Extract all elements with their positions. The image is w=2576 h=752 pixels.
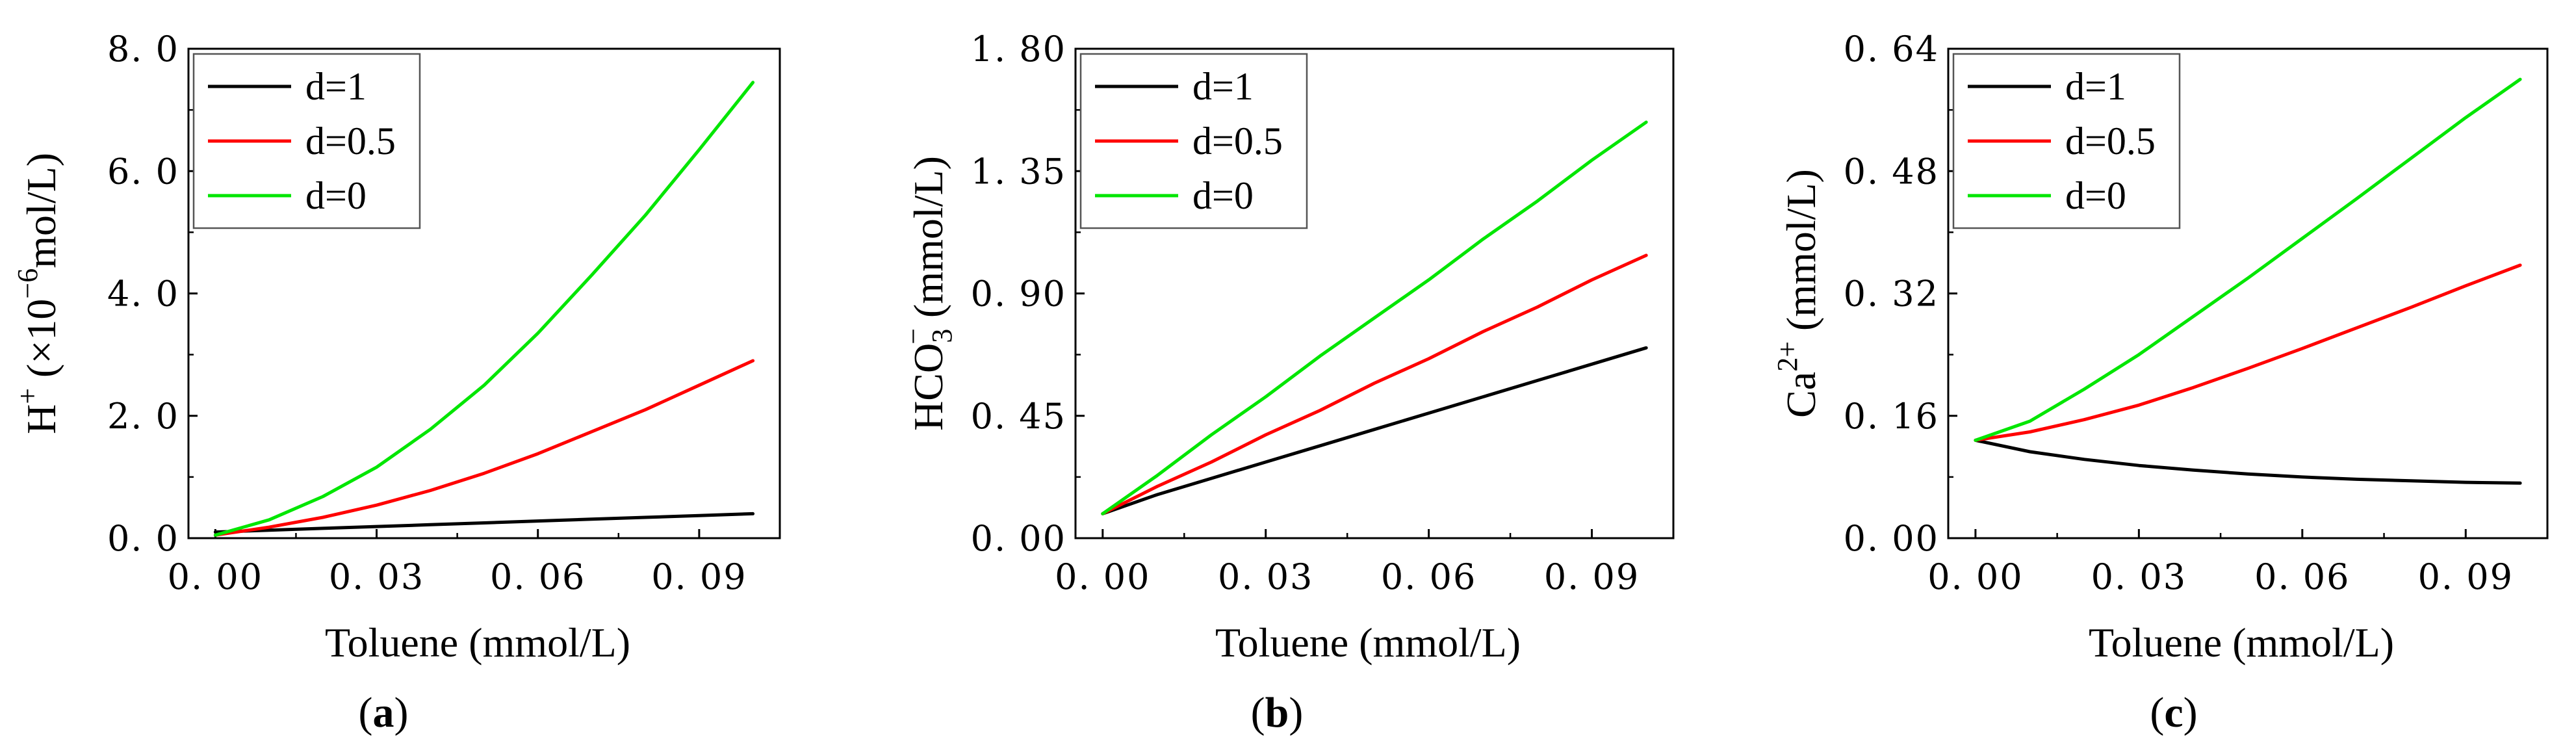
y-title-base: HCO [905, 343, 951, 431]
x-tick-label: 0. 09 [1544, 556, 1640, 597]
y-title-rest: (mmol/L) [905, 156, 951, 328]
y-tick-label: 0. 45 [971, 396, 1066, 437]
y-title-sub: 3 [926, 329, 958, 343]
x-axis-title: Toluene (mmol/L) [325, 619, 630, 666]
series-line-d-1 [213, 512, 755, 534]
y-tick-label: 0. 0 [107, 518, 179, 559]
y-title-base: H [18, 404, 64, 434]
y-tick-label: 1. 80 [971, 29, 1066, 70]
y-tick-label: 0. 00 [1844, 518, 1939, 559]
chart-panel-b: 0. 00 0. 45 0. 90 1. 35 1. 80 0. 00 0. 03 0. 06… [897, 29, 1675, 736]
x-tick-label: 0. 06 [2254, 556, 2350, 597]
panel-label: (a) [359, 689, 409, 736]
y-tick-label: 0. 48 [1844, 151, 1939, 192]
legend-entry: d=0.5 [1192, 120, 1283, 162]
y-tick-label: 4. 0 [107, 274, 179, 315]
x-tick-label: 0. 00 [168, 556, 263, 597]
series-line-d-0 [213, 81, 755, 537]
y-axis-title: HCO3− (mmol/L) [897, 156, 958, 431]
chart-panel-c: 0. 00 0. 16 0. 32 0. 48 0. 64 0. 00 0. 03 0. 06… [1771, 29, 2549, 736]
panel-label-close: ) [2183, 689, 2198, 736]
panel-label-open: ( [359, 689, 373, 736]
panel-label-letter: c [2164, 689, 2183, 736]
x-tick-label: 0. 00 [1927, 556, 2023, 597]
panel-label-letter: a [373, 689, 394, 736]
y-tick-label: 6. 0 [107, 151, 179, 192]
y-tick-label: 0. 90 [971, 274, 1066, 315]
panel-label: (c) [2150, 689, 2197, 736]
x-tick-label: 0. 06 [1381, 556, 1476, 597]
y-axis-title: Ca2+ (mmol/L) [1771, 169, 1824, 418]
legend-entry: d=0.5 [2065, 120, 2156, 162]
legend-entry: d=1 [1192, 65, 1254, 108]
y-tick-label: 0. 16 [1844, 396, 1939, 437]
x-axis-title: Toluene (mmol/L) [2089, 619, 2394, 666]
y-title-sup: 2+ [1771, 341, 1803, 372]
panel-label-close: ) [394, 689, 409, 736]
legend-entry: d=0 [2065, 174, 2126, 217]
x-tick-label: 0. 03 [329, 556, 424, 597]
y-tick-label: 8. 0 [107, 29, 179, 70]
series-line-d-1 [1101, 346, 1648, 515]
legend-entry: d=1 [2065, 65, 2126, 108]
panel-label-open: ( [2150, 689, 2164, 736]
y-title-sup: − [897, 328, 929, 344]
y-tick-label: 0. 32 [1844, 274, 1939, 315]
legend-entry: d=0.5 [305, 120, 396, 162]
y-tick-label: 0. 64 [1844, 29, 1939, 70]
series-line-d-0 [1974, 77, 2522, 442]
panel-label: (b) [1251, 689, 1304, 736]
x-tick-label: 0. 09 [2418, 556, 2514, 597]
panel-label-letter: b [1265, 689, 1289, 736]
y-tick-label: 0. 00 [971, 518, 1066, 559]
series-line-d-0-5 [213, 359, 755, 537]
panel-label-open: ( [1251, 689, 1265, 736]
series-line-d-0-5 [1974, 263, 2522, 442]
x-tick-label: 0. 00 [1055, 556, 1150, 597]
y-title-rest: (mmol/L) [1778, 169, 1824, 341]
legend-entry: d=1 [305, 65, 367, 108]
x-tick-label: 0. 06 [490, 556, 586, 597]
chart-panel-a: 0. 0 2. 0 4. 0 6. 0 8. 0 0. 00 0. 03 0. 06 0. 09… [12, 29, 781, 736]
y-axis-title: H+ (×10−6mol/L) [12, 153, 64, 434]
series-line-d-1 [1974, 438, 2522, 485]
series-line-d-0 [1101, 120, 1648, 515]
y-title-sup2: −6 [12, 268, 44, 299]
y-title-rest1: (×10 [18, 299, 64, 388]
y-tick-label: 1. 35 [971, 151, 1066, 192]
y-title-base: Ca [1778, 372, 1824, 418]
panel-label-close: ) [1289, 689, 1303, 736]
legend-entry: d=0 [1192, 174, 1254, 217]
x-tick-label: 0. 09 [651, 556, 747, 597]
y-title-rest2: mol/L) [18, 153, 64, 268]
y-tick-label: 2. 0 [107, 396, 179, 437]
series-line-d-0-5 [1101, 253, 1648, 515]
legend-entry: d=0 [305, 174, 367, 217]
x-tick-label: 0. 03 [1218, 556, 1313, 597]
x-axis-title: Toluene (mmol/L) [1215, 619, 1521, 666]
y-title-sup: + [12, 388, 44, 404]
x-tick-label: 0. 03 [2091, 556, 2187, 597]
